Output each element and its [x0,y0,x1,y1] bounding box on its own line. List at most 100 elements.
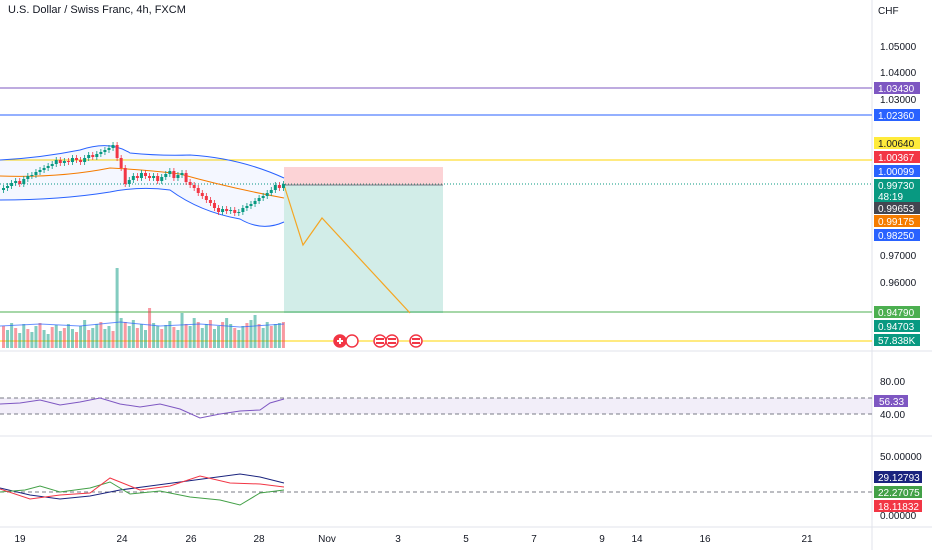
rsi-value-label: 56.33 [874,395,908,408]
candle-body [221,209,225,212]
candle-body [237,212,241,213]
time-tick-label: 28 [253,534,265,545]
symbol-title[interactable]: U.S. Dollar / Swiss Franc, 4h, FXCM [8,4,186,16]
candle-body [241,208,245,212]
di-plus-line [0,481,285,506]
candle-body [38,170,42,172]
candle-series[interactable] [2,142,285,216]
candle-body [188,182,192,185]
volume-bar [58,331,62,348]
volume-bar [172,327,176,348]
price-label-bg [874,202,920,214]
price-label-text: 0.98250 [878,231,915,242]
candle-body [34,172,38,175]
volume-bar [99,322,103,348]
dmi-label-bg [874,500,922,512]
volume-bar [75,332,79,348]
swiss-flag-event-icon[interactable] [333,334,347,348]
price-tick-label: 0.96000 [880,278,917,289]
volume-bar [273,324,277,348]
candle-body [273,185,277,190]
swiss-cross-v [339,338,341,344]
price-label: 48:19 [874,190,920,203]
candle-body [66,161,70,162]
volume-bar [111,331,115,348]
candle-body [184,173,188,182]
price-label: 0.99653 [874,202,920,215]
candle-body [30,175,34,176]
volume-bar [79,326,83,348]
dmi-label-text: 29.12793 [878,473,920,484]
price-label-text: 0.99175 [878,217,915,228]
dmi-axis-ticks: 50.00000 0.00000 [880,452,922,522]
candle-body [135,176,139,178]
time-tick-label: 14 [631,534,643,545]
volume-bar [277,323,281,348]
candle-body [139,173,143,178]
candle-body [62,161,66,163]
us-flag-event-icon[interactable] [409,334,423,348]
price-label-text: 48:19 [878,192,903,203]
event-circle [373,334,387,348]
volume-bar [156,326,160,348]
volume-bar [184,324,188,348]
projection-path[interactable] [283,184,411,314]
time-tick-label: 3 [395,534,401,545]
volume-bar [212,329,216,348]
volume-bar [253,315,257,348]
candle-body [103,150,107,152]
stop-loss-zone[interactable] [284,167,443,185]
volume-bar [22,324,26,348]
price-label-text: 1.02360 [878,111,915,122]
candle-body [277,185,281,188]
candle-body [261,196,265,198]
volume-bar [249,320,253,348]
rsi-pane[interactable] [0,397,872,419]
candle-body [200,193,204,196]
dmi-label-text: 22.27075 [878,488,920,499]
price-tick-label: 1.04000 [880,68,917,79]
price-label: 1.00640 [874,137,920,150]
price-label-bg [874,334,920,346]
volume-bar [91,328,95,348]
candle-body [131,176,135,180]
candle-body [14,181,18,183]
price-tick-label: 1.05000 [880,42,917,53]
volume-bar [34,326,38,348]
price-label: 0.94790 [874,306,920,319]
volume-bar [2,326,5,348]
candle-body [265,193,269,196]
bollinger-basis [0,167,285,199]
us-flag-event-icon[interactable] [345,334,359,348]
candle-body [204,196,208,200]
candle-body [281,184,285,188]
rsi-axis-ticks: 80.00 40.00 [880,377,905,421]
candle-body [95,154,99,157]
short-position-tool[interactable] [284,167,443,313]
price-label: 57.838K [874,334,920,347]
volume-bar [10,323,14,348]
price-label-text: 1.00367 [878,153,915,164]
take-profit-zone[interactable] [284,185,443,313]
price-label-text: 1.03430 [878,84,915,95]
candle-body [172,171,176,178]
volume-bar [152,323,156,348]
volume-series[interactable] [0,268,285,348]
volume-bar [127,326,131,348]
candle-body [107,148,111,150]
economic-events[interactable] [333,334,423,348]
rsi-label-text: 56.33 [879,397,904,408]
rsi-label-bg [874,395,908,407]
time-tick-label: Nov [318,534,336,545]
time-axis-ticks[interactable]: 19 24 26 28 Nov 3 5 7 9 14 16 21 [14,534,813,545]
dmi-pane[interactable] [0,473,872,506]
candle-body [2,188,5,190]
price-axis-labels[interactable]: 1.03430 1.02360 1.00640 1.00367 1.00099 0.997… [874,82,920,347]
candle-body [208,200,212,203]
price-tick-label: 1.03000 [880,95,917,106]
us-flag-event-icon[interactable] [385,334,399,348]
price-label: 1.02360 [874,109,920,122]
us-flag-event-icon[interactable] [373,334,387,348]
